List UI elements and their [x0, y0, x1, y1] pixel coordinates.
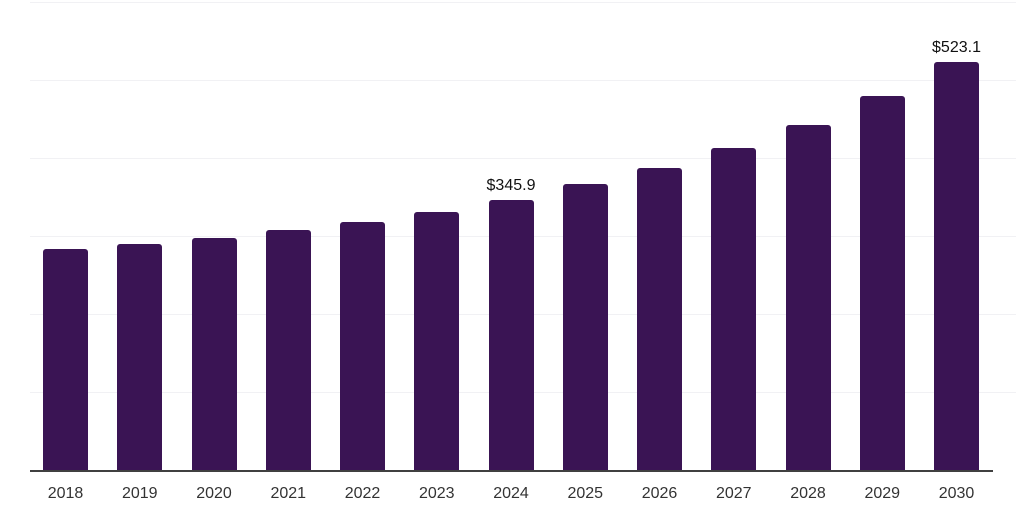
bar-2022: [340, 222, 385, 470]
x-tick-label-2025: 2025: [567, 485, 604, 502]
bar-2024: [488, 199, 534, 470]
x-tick-label-2023: 2023: [418, 485, 455, 502]
x-tick-label-2030: 2030: [938, 485, 975, 502]
bar-2021: [265, 230, 311, 470]
bar-2023: [414, 212, 460, 470]
gridline-400: [30, 157, 1016, 159]
x-axis-line: [30, 470, 993, 472]
x-tick-label-2019: 2019: [121, 485, 158, 502]
bar-2028: [785, 124, 831, 470]
x-tick-label-2021: 2021: [270, 485, 307, 502]
bar-2029: [859, 96, 905, 470]
bar-2018: [43, 249, 88, 470]
x-tick-label-2026: 2026: [641, 485, 678, 502]
x-tick-label-2022: 2022: [344, 485, 381, 502]
bar-2025: [562, 184, 608, 470]
bar-2026: [637, 168, 682, 470]
x-tick-label-2024: 2024: [493, 485, 529, 502]
bar-2027: [711, 147, 757, 470]
bar-2020: [191, 238, 237, 470]
x-tick-label-2028: 2028: [790, 485, 826, 502]
gridline-500: [30, 79, 1016, 81]
x-tick-label-2029: 2029: [864, 485, 901, 502]
value-label-2024: $345.9: [486, 176, 536, 194]
gridline-600: [30, 1, 1016, 3]
value-label-2030: $523.1: [932, 38, 981, 56]
x-tick-label-2020: 2020: [196, 485, 232, 502]
bar-2019: [117, 243, 163, 470]
bar-2030: [934, 61, 979, 470]
x-tick-label-2027: 2027: [715, 485, 752, 502]
x-tick-label-2018: 2018: [47, 485, 84, 502]
